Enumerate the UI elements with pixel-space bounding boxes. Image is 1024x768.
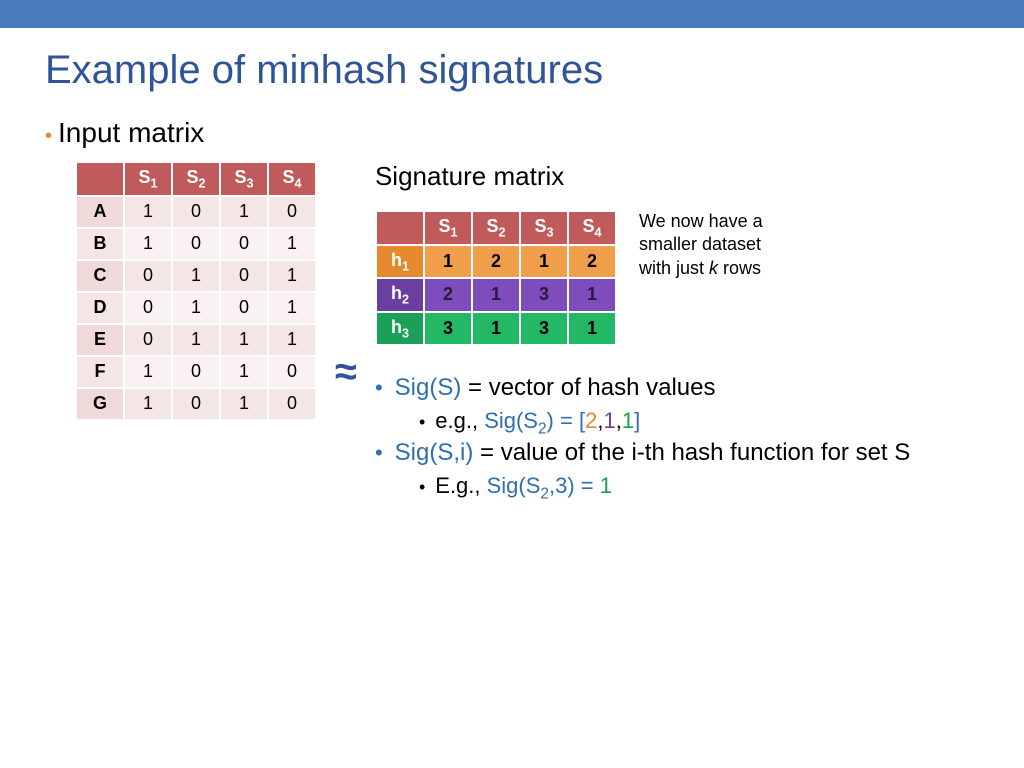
table-row: h22131	[377, 279, 615, 311]
header-cell: S1	[125, 163, 171, 195]
top-bar	[0, 0, 1024, 28]
list-item: • Sig(S) = vector of hash values	[375, 374, 910, 402]
sub-list-item: • e.g., Sig(S2) = [2,1,1]	[419, 408, 910, 438]
table-header-row: S1 S2 S3 S4	[377, 212, 615, 244]
table-row: h11212	[377, 246, 615, 278]
table-row: B1001	[77, 229, 315, 259]
bullet-input-matrix: • Input matrix	[45, 117, 979, 149]
bullet-dot-icon: •	[45, 126, 52, 146]
header-cell: S4	[269, 163, 315, 195]
table-row: C0101	[77, 261, 315, 291]
signature-matrix-table: S1 S2 S3 S4 h11212 h22131 h33131	[375, 210, 617, 346]
header-cell	[77, 163, 123, 195]
sub-list-item: • E.g., Sig(S2,3) = 1	[419, 473, 910, 503]
table-row: h33131	[377, 313, 615, 345]
table-header-row: S1 S2 S3 S4	[77, 163, 315, 195]
bullet-dot-icon: •	[419, 477, 425, 498]
header-cell: S1	[425, 212, 471, 244]
approx-symbol: ≈	[335, 270, 357, 395]
header-cell	[377, 212, 423, 244]
header-cell: S4	[569, 212, 615, 244]
explanation-list: • Sig(S) = vector of hash values • e.g.,…	[375, 374, 910, 503]
row-label: h3	[377, 313, 423, 345]
list-item: • Sig(S,i) = value of the i-th hash func…	[375, 439, 910, 467]
input-matrix-table: S1 S2 S3 S4 A1010 B1001 C0101 D0101 E011…	[75, 161, 317, 421]
table-row: E0111	[77, 325, 315, 355]
slide-title: Example of minhash signatures	[45, 48, 979, 93]
table-row: A1010	[77, 197, 315, 227]
bullet-dot-icon: •	[375, 440, 383, 466]
table-row: G1010	[77, 389, 315, 419]
bullet-dot-icon: •	[375, 375, 383, 401]
header-cell: S3	[521, 212, 567, 244]
row-label: h2	[377, 279, 423, 311]
header-cell: S2	[173, 163, 219, 195]
header-cell: S3	[221, 163, 267, 195]
table-row: F1010	[77, 357, 315, 387]
signature-matrix-title: Signature matrix	[375, 161, 564, 192]
table-row: D0101	[77, 293, 315, 323]
bullet-dot-icon: •	[419, 412, 425, 433]
row-label: h1	[377, 246, 423, 278]
slide-body: Example of minhash signatures • Input ma…	[0, 28, 1024, 523]
bullet-text: Input matrix	[58, 117, 204, 149]
note-text: We now have a smaller dataset with just …	[639, 210, 819, 280]
header-cell: S2	[473, 212, 519, 244]
